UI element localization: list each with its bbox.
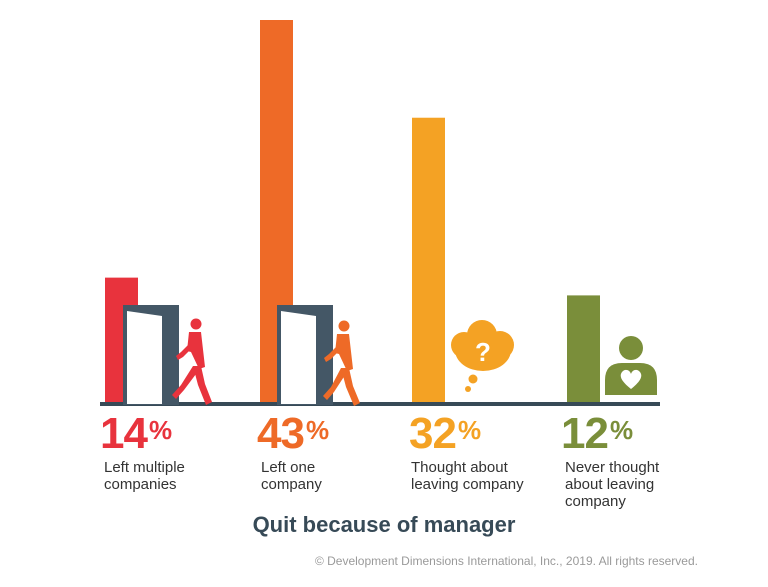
- category-label-2: Left one company: [261, 459, 322, 493]
- value-label-2: 43%: [257, 409, 329, 458]
- thought-bubble-question-icon: ?: [451, 320, 514, 392]
- open-door-walking-person-icon: [277, 305, 360, 406]
- copyright-notice: © Development Dimensions International, …: [314, 554, 698, 568]
- bar-3: [412, 117, 445, 402]
- category-label-1: Left multiple companies: [104, 459, 185, 493]
- value-label-3: 32%: [409, 409, 481, 458]
- category-label-3: Thought about leaving company: [411, 459, 524, 493]
- value-label-4: 12%: [561, 409, 633, 458]
- question-mark: ?: [475, 337, 491, 367]
- bar-4: [567, 295, 600, 402]
- value-label-1: 14%: [100, 409, 172, 458]
- open-door-walking-person-icon: [123, 305, 212, 405]
- person-heart-icon: [605, 336, 657, 395]
- x-axis-label: Quit because of manager: [252, 512, 516, 537]
- category-label-4: Never thought about leaving company: [565, 459, 660, 510]
